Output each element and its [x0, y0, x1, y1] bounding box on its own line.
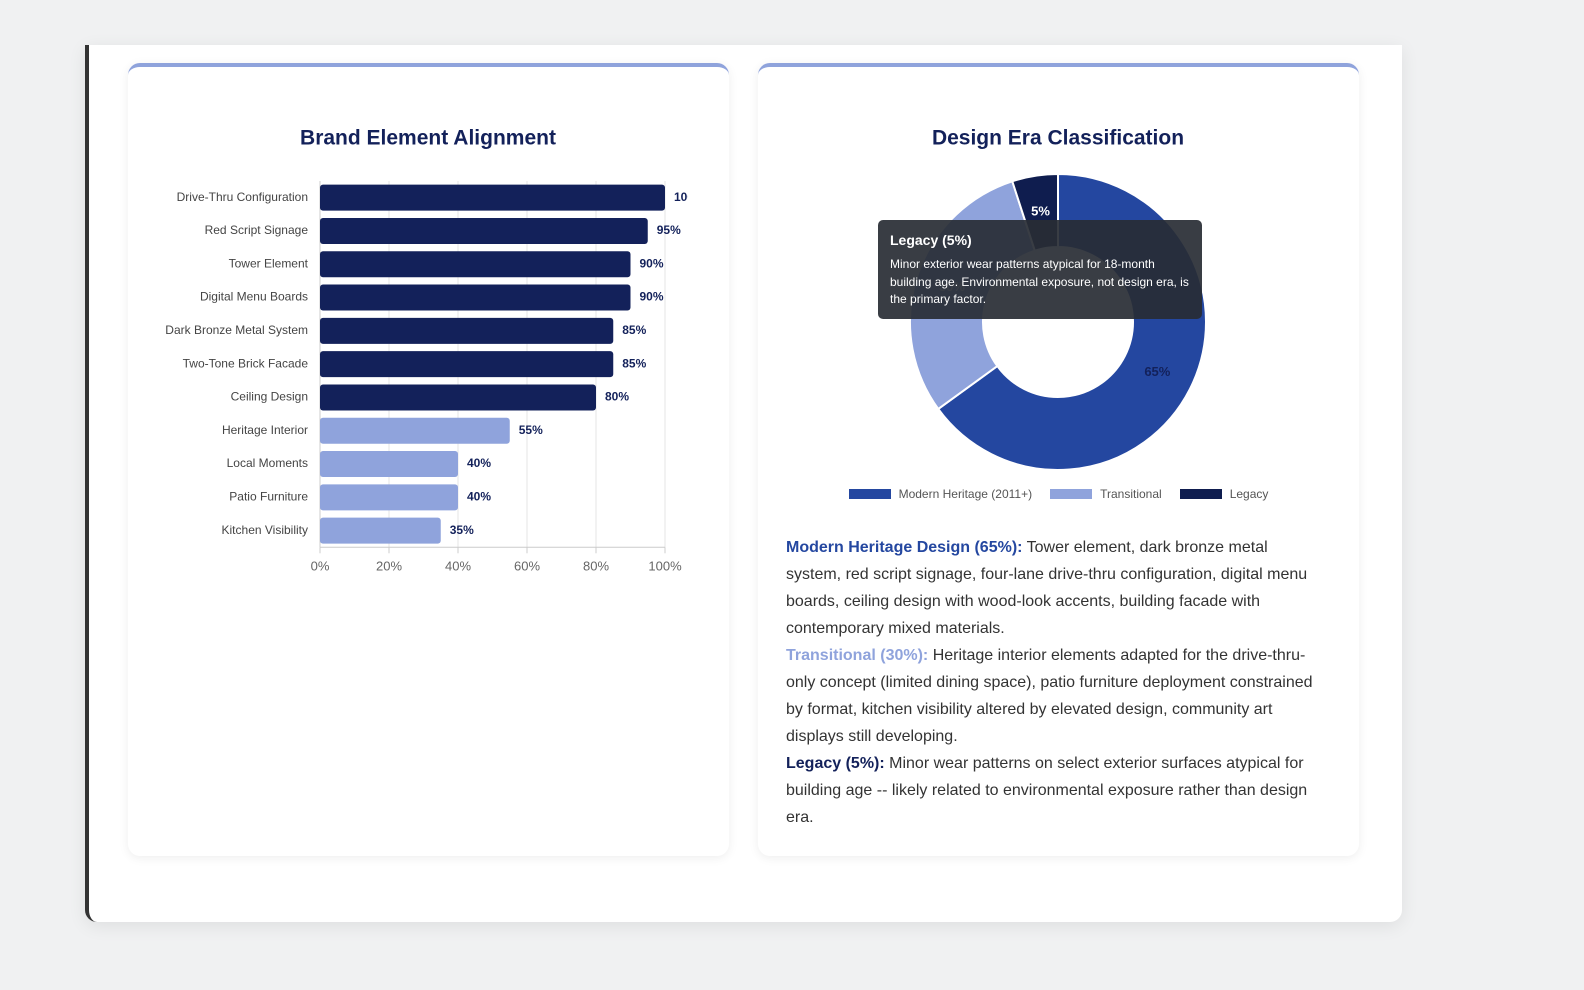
bar — [320, 451, 458, 478]
bar — [320, 384, 596, 411]
description: Modern Heritage Design (65%): Tower elem… — [786, 534, 1321, 642]
tooltip-title: Legacy (5%) — [890, 232, 972, 248]
legend-item: Modern Heritage (2011+) — [848, 487, 1033, 501]
data-label: 40% — [467, 490, 491, 504]
data-label: 90% — [640, 256, 664, 270]
y-tick-label: Red Script Signage — [205, 223, 309, 237]
bar — [320, 217, 648, 244]
legend-label: Transitional — [1100, 487, 1162, 501]
data-label: 80% — [605, 390, 629, 404]
bar — [320, 417, 510, 444]
y-tick-label: Dark Bronze Metal System — [165, 323, 308, 337]
y-tick-label: Ceiling Design — [231, 390, 308, 404]
y-tick-label: Patio Furniture — [229, 490, 308, 504]
description: Transitional (30%): Heritage interior el… — [786, 642, 1321, 750]
legend-item: Transitional — [1050, 487, 1162, 501]
legend-item: Legacy — [1179, 487, 1269, 501]
descriptions: Modern Heritage Design (65%): Tower elem… — [786, 534, 1321, 831]
tooltip-text: Minor exterior wear patterns atypical fo… — [890, 257, 1189, 306]
data-label: 100% — [674, 190, 688, 204]
bar — [320, 517, 441, 544]
bar — [320, 184, 665, 211]
y-tick-label: Digital Menu Boards — [200, 290, 308, 304]
bar — [320, 317, 614, 344]
legend-swatch — [1179, 489, 1222, 499]
chart-title: Brand Element Alignment — [300, 127, 556, 150]
data-label: 85% — [622, 356, 646, 370]
bar — [320, 484, 458, 511]
y-tick-label: Drive-Thru Configuration — [177, 190, 308, 204]
description-text: Minor wear patterns on select exterior s… — [786, 755, 1308, 826]
description-label: Legacy (5%): — [786, 755, 885, 772]
x-tick-label: 100% — [648, 559, 682, 574]
chart-title: Design Era Classification — [932, 127, 1184, 150]
x-tick-label: 80% — [583, 559, 609, 574]
legend-label: Modern Heritage (2011+) — [898, 487, 1033, 501]
legend-label: Legacy — [1229, 487, 1269, 501]
bar-chart: Brand Element Alignment 0% 20% 40% 60% 80% 10… — [165, 127, 688, 574]
donut-panel: Design Era Classification 65%30%5% Moder… — [758, 63, 1359, 856]
x-tick-label: 20% — [376, 559, 402, 574]
legend-swatch — [848, 489, 891, 499]
data-label: 90% — [640, 290, 664, 304]
y-tick-label: Two-Tone Brick Facade — [183, 356, 309, 370]
legend-swatch — [1050, 489, 1093, 499]
x-tick-label: 0% — [311, 559, 330, 574]
data-label: 35% — [450, 523, 474, 537]
description-text: Heritage interior elements adapted for t… — [786, 647, 1313, 745]
y-tick-label: Heritage Interior — [222, 423, 308, 437]
description-text: Tower element, dark bronze metal system,… — [786, 539, 1308, 637]
data-label: 40% — [467, 456, 491, 470]
data-label: 85% — [622, 323, 646, 337]
description: Legacy (5%): Minor wear patterns on sele… — [786, 750, 1321, 831]
bar — [320, 251, 631, 278]
data-label: 55% — [519, 423, 543, 437]
bar — [320, 351, 614, 378]
description-label: Modern Heritage Design (65%): — [786, 539, 1023, 556]
x-tick-label: 40% — [445, 559, 471, 574]
x-tick-label: 60% — [514, 559, 540, 574]
bar-panel: Brand Element Alignment 0% 20% 40% 60% 80% 10… — [128, 63, 729, 856]
data-label: 95% — [657, 223, 681, 237]
data-label: 5% — [1031, 203, 1050, 218]
tooltip: Legacy (5%) Minor exterior wear patterns… — [878, 220, 1202, 319]
y-tick-label: Tower Element — [229, 256, 309, 270]
y-tick-label: Kitchen Visibility — [222, 523, 308, 537]
description-label: Transitional (30%): — [786, 647, 929, 664]
data-label: 65% — [1144, 364, 1170, 379]
legend: Modern Heritage (2011+) Transitional Legac… — [758, 487, 1359, 501]
bar — [320, 284, 631, 311]
y-tick-label: Local Moments — [227, 456, 308, 470]
